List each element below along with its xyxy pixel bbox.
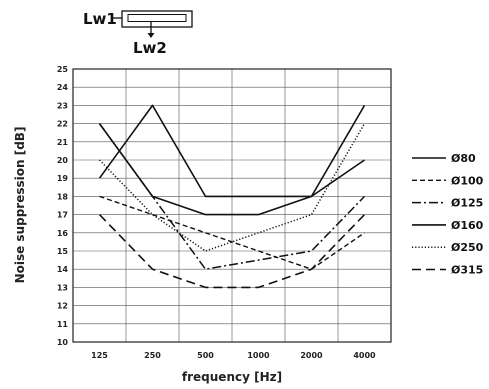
y-tick-label: 15 <box>57 247 69 256</box>
y-tick-label: 19 <box>57 174 69 183</box>
legend-label: Ø100 <box>451 174 484 187</box>
y-tick-labels: 10 11 12 13 14 15 16 17 18 19 20 21 22 23 24 25 <box>57 65 69 347</box>
y-axis-title: Noise suppression [dB] <box>13 127 27 284</box>
y-tick-label: 16 <box>57 229 69 238</box>
y-tick-label: 11 <box>57 320 69 329</box>
y-tick-label: 17 <box>57 211 68 220</box>
outlet-arrow-icon <box>147 33 155 38</box>
legend-label: Ø125 <box>451 197 483 210</box>
y-tick-label: 18 <box>57 192 69 201</box>
chart-legend: Ø80 Ø100 Ø125 Ø160 Ø250 Ø315 <box>412 152 484 277</box>
legend-label: Ø250 <box>451 241 484 254</box>
x-tick-label: 2000 <box>300 351 323 360</box>
y-tick-label: 14 <box>57 265 69 274</box>
duct-diagram: Lw1 Lw2 <box>83 10 193 57</box>
series-line <box>98 104 366 198</box>
y-tick-label: 10 <box>57 338 69 347</box>
y-tick-label: 25 <box>57 65 69 74</box>
series-line <box>98 123 365 216</box>
legend-label: Ø160 <box>451 219 484 232</box>
chart-grid <box>73 68 391 343</box>
series-line <box>98 214 366 289</box>
x-tick-label: 250 <box>144 351 161 360</box>
legend-label: Ø80 <box>451 152 476 165</box>
chart-series <box>98 104 366 289</box>
outlet-label: Lw2 <box>133 39 167 57</box>
inlet-label: Lw1 <box>83 10 117 28</box>
duct-inner <box>127 14 187 22</box>
series-line <box>99 195 365 270</box>
y-tick-label: 23 <box>57 101 68 110</box>
x-tick-label: 500 <box>197 351 214 360</box>
y-tick-label: 12 <box>57 302 68 311</box>
y-tick-label: 13 <box>57 283 68 292</box>
y-tick-label: 24 <box>57 83 69 92</box>
x-tick-labels: 125 250 500 1000 2000 4000 <box>91 351 376 360</box>
y-tick-label: 20 <box>57 156 69 165</box>
x-tick-label: 4000 <box>353 351 376 360</box>
x-tick-label: 1000 <box>247 351 270 360</box>
x-axis-title: frequency [Hz] <box>182 370 282 384</box>
y-tick-label: 22 <box>57 120 68 129</box>
y-tick-label: 21 <box>57 138 69 147</box>
plot-frame <box>72 68 392 343</box>
legend-label: Ø315 <box>451 264 483 277</box>
x-tick-label: 125 <box>91 351 108 360</box>
